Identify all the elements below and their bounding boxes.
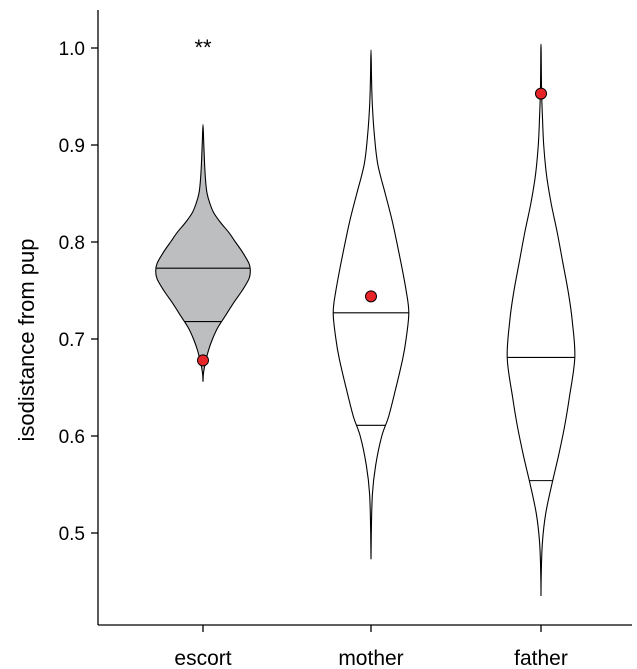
observed-point	[535, 87, 547, 100]
violin-father	[506, 43, 576, 597]
violin-body	[155, 124, 251, 382]
violin-body	[332, 49, 410, 560]
significance-annotation: **	[194, 35, 212, 60]
y-axis-title: isodistance from pup	[14, 239, 39, 442]
y-tick-label: 0.9	[59, 136, 85, 157]
y-tick-label: 0.7	[59, 330, 85, 351]
observed-point	[365, 290, 377, 303]
x-category-labels: escort mother father	[174, 625, 568, 669]
y-tick-label: 0.8	[59, 233, 85, 254]
violin-body	[506, 43, 576, 597]
violin-mother	[332, 49, 410, 560]
y-tick-label: 0.6	[59, 427, 85, 448]
violins: **	[155, 35, 576, 597]
x-category-label: escort	[174, 647, 231, 669]
y-ticks: 0.5 0.6 0.7 0.8 0.9 1.0	[59, 39, 98, 545]
observed-point	[197, 354, 209, 367]
axes	[97, 10, 632, 626]
x-category-label: father	[514, 647, 568, 669]
x-category-label: mother	[338, 647, 403, 669]
violin-escort: **	[155, 35, 251, 382]
y-tick-label: 0.5	[59, 524, 85, 545]
y-tick-label: 1.0	[59, 39, 85, 60]
